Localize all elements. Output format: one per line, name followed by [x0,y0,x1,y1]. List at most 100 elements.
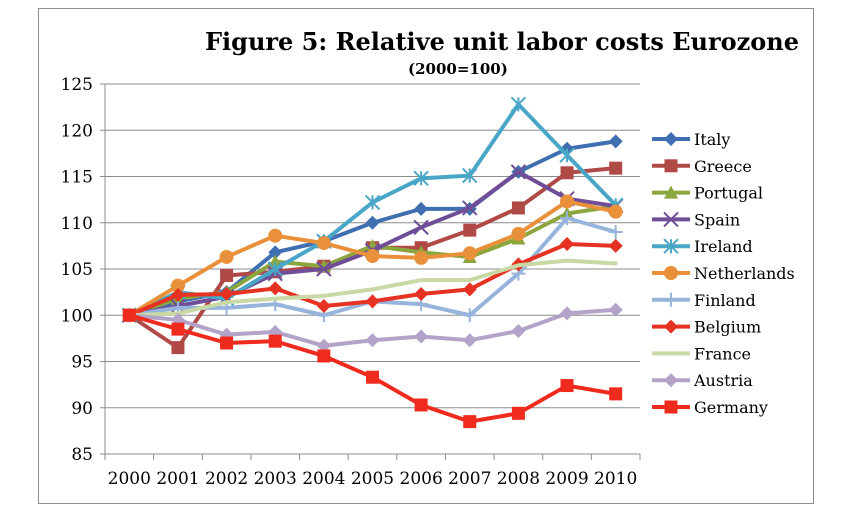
series-line-france [127,258,618,318]
x-tick-label: 2003 [254,469,297,489]
legend-item-ireland: Ireland [652,237,753,256]
data-point-netherlands [414,250,429,265]
legend-label: Germany [694,398,768,417]
data-point-spain [510,164,527,180]
x-tick-label: 2001 [156,469,199,489]
data-point-italy [365,215,380,230]
data-point-germany [463,415,477,429]
data-point-germany [268,334,282,348]
y-tick-label: 100 [61,306,93,326]
data-point-belgium [316,299,331,313]
x-tick-label: 2005 [351,469,394,489]
x-tick-label: 2000 [108,469,151,489]
data-point-netherlands [511,226,526,241]
data-point-belgium [462,282,477,297]
data-point-finland [560,211,575,226]
data-point-netherlands [219,249,234,264]
legend-item-belgium: Belgium [652,318,761,337]
y-tick-label: 90 [71,399,93,419]
data-point-netherlands [268,228,283,243]
legend-item-italy: Italy [652,130,730,149]
data-point-netherlands [560,194,575,209]
gridlines [105,83,640,455]
y-tick-label: 85 [71,445,93,465]
legend-label: Spain [694,210,740,229]
legend-label: Netherlands [694,264,795,283]
series-belgium [122,237,623,323]
data-point-germany [220,336,234,350]
data-point-italy [608,134,623,149]
series-line-germany [127,313,618,424]
chart-subtitle: (2000=100) [408,60,508,78]
series-france [127,258,618,318]
data-point-greece [560,166,574,180]
data-point-belgium [365,294,380,309]
data-point-greece [463,223,477,237]
legend-swatch-marker [664,266,678,280]
legend-swatch-marker [663,211,679,228]
legend-swatch-marker [664,400,678,414]
legend-swatch-marker [664,159,678,173]
data-point-greece [609,161,623,175]
data-point-germany [560,379,574,393]
y-tick-label: 115 [61,168,93,188]
data-point-netherlands [365,249,380,264]
legend-item-france: France [652,344,751,363]
data-point-spain [462,200,478,216]
x-tick-label: 2009 [545,469,588,489]
legend-label: Portugal [694,184,763,203]
y-tick-labels: 85 90 95 100 105 110 115 120 125 [61,75,93,465]
x-tick-label: 2008 [497,469,540,489]
data-point-belgium [560,237,575,252]
legend-label: France [694,344,751,363]
legend-label: Ireland [694,237,753,256]
data-point-greece [511,201,525,215]
data-point-germany [414,398,428,412]
legend-swatch-marker [663,238,679,254]
data-point-ireland [559,147,575,163]
data-point-netherlands [316,236,331,251]
legend-label: Greece [694,157,752,176]
y-tick-label: 125 [61,75,93,95]
data-point-germany [366,370,379,384]
data-point-spain [316,261,332,277]
data-point-austria [511,323,526,338]
series-germany [122,308,623,429]
axes [100,83,641,460]
x-tick-labels: 2000 2001 2002 2003 2004 2005 2006 2007 2008 2009… [108,469,638,489]
data-point-austria [414,329,429,344]
data-point-belgium [268,281,283,296]
x-tick-label: 2002 [205,469,248,489]
x-tick-label: 2010 [594,469,637,489]
data-point-belgium [608,238,623,253]
data-point-austria [608,302,623,317]
series-line-ireland [127,102,618,318]
data-point-austria [560,306,575,321]
data-point-germany [511,406,525,420]
legend-label: Austria [693,371,753,390]
data-point-greece [220,268,234,282]
legend-swatch-marker [664,185,678,199]
data-point-germany [171,322,185,336]
legend-item-germany: Germany [652,398,768,417]
legend-label: Finland [694,291,756,310]
data-point-ireland [462,167,478,184]
x-tick-label: 2004 [302,469,345,489]
data-point-belgium [414,286,429,301]
legend-label: Belgium [694,318,761,337]
data-point-ireland [267,261,283,277]
y-tick-label: 120 [61,121,93,141]
data-point-germany [609,387,623,401]
y-tick-label: 95 [71,353,93,373]
data-point-ireland [510,96,527,113]
data-point-netherlands [608,204,623,219]
legend-item-portugal: Portugal [652,184,763,203]
data-point-austria [462,333,477,348]
x-tick-label: 2006 [400,469,443,489]
legend-label: Italy [694,130,730,149]
data-point-ireland [364,194,381,211]
data-point-finland [608,225,623,239]
data-point-greece [171,341,185,355]
data-point-germany [122,308,136,322]
data-point-netherlands [170,278,185,293]
